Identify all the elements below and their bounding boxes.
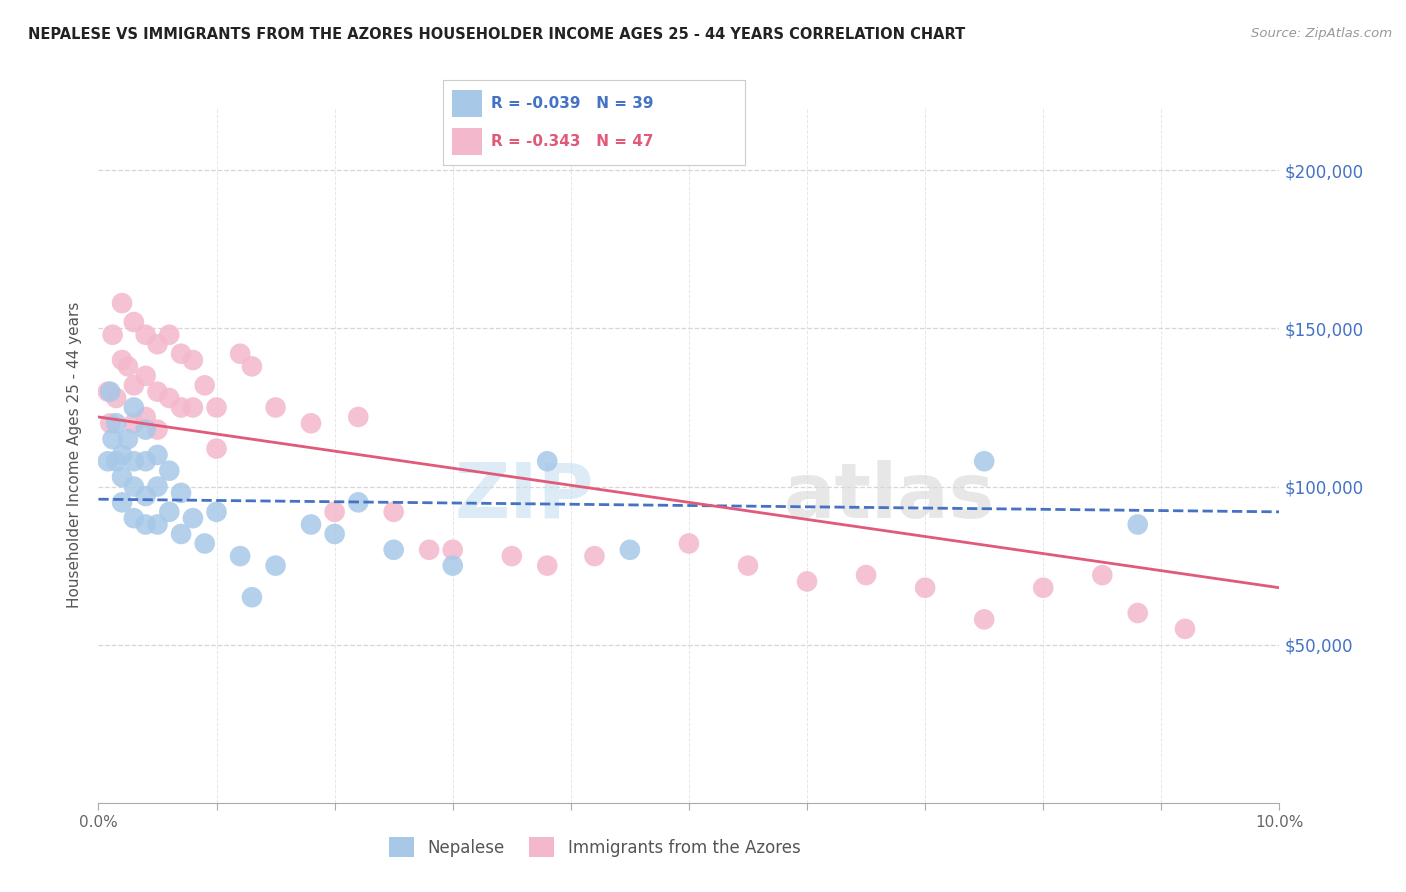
Point <box>157 505 180 519</box>
Point <box>135 489 157 503</box>
Point <box>229 549 252 563</box>
Point <box>105 454 128 468</box>
Point <box>146 337 169 351</box>
Point <box>122 315 145 329</box>
Text: R = -0.039   N = 39: R = -0.039 N = 39 <box>491 95 654 111</box>
Point <box>323 527 346 541</box>
Bar <box>451 89 482 117</box>
Point <box>441 558 464 573</box>
Point <box>157 327 180 342</box>
Point <box>170 527 193 541</box>
Point <box>347 409 370 424</box>
Bar <box>451 128 482 155</box>
Point <box>122 454 145 468</box>
Point <box>1091 568 1114 582</box>
Point <box>229 347 252 361</box>
Point <box>135 423 157 437</box>
Point <box>536 454 558 468</box>
Point <box>855 568 877 582</box>
Text: Source: ZipAtlas.com: Source: ZipAtlas.com <box>1251 27 1392 40</box>
Point <box>135 517 157 532</box>
Point <box>101 432 124 446</box>
Point <box>98 384 121 399</box>
Point <box>117 359 139 374</box>
Point <box>135 368 157 383</box>
Point <box>98 417 121 431</box>
Point <box>111 353 134 368</box>
Text: NEPALESE VS IMMIGRANTS FROM THE AZORES HOUSEHOLDER INCOME AGES 25 - 44 YEARS COR: NEPALESE VS IMMIGRANTS FROM THE AZORES H… <box>28 27 966 42</box>
Point <box>111 448 134 462</box>
Point <box>122 479 145 493</box>
Point <box>181 353 204 368</box>
Point <box>299 417 322 431</box>
Point <box>122 511 145 525</box>
Point <box>536 558 558 573</box>
Point <box>796 574 818 589</box>
Point <box>146 423 169 437</box>
Point <box>157 391 180 405</box>
Point <box>111 495 134 509</box>
Point <box>105 391 128 405</box>
Text: R = -0.343   N = 47: R = -0.343 N = 47 <box>491 134 654 149</box>
Point <box>194 536 217 550</box>
Point <box>382 505 405 519</box>
Point <box>157 464 180 478</box>
Legend: Nepalese, Immigrants from the Azores: Nepalese, Immigrants from the Azores <box>382 830 807 864</box>
Point <box>170 486 193 500</box>
Point <box>1126 606 1149 620</box>
Point <box>264 558 287 573</box>
Point <box>323 505 346 519</box>
Point <box>418 542 440 557</box>
Text: atlas: atlas <box>783 459 994 533</box>
Point <box>1126 517 1149 532</box>
Point <box>146 448 169 462</box>
Point <box>299 517 322 532</box>
Y-axis label: Householder Income Ages 25 - 44 years: Householder Income Ages 25 - 44 years <box>67 301 83 608</box>
Point <box>347 495 370 509</box>
Point <box>111 470 134 484</box>
Point <box>583 549 606 563</box>
Point <box>135 409 157 424</box>
Point <box>122 417 145 431</box>
Point <box>146 384 169 399</box>
Point <box>914 581 936 595</box>
Point <box>170 347 193 361</box>
Point <box>181 511 204 525</box>
Point <box>205 505 228 519</box>
Point <box>101 327 124 342</box>
Point <box>678 536 700 550</box>
Text: ZIP: ZIP <box>456 459 595 533</box>
Point <box>264 401 287 415</box>
Point <box>105 417 128 431</box>
Point <box>97 384 120 399</box>
Point <box>146 479 169 493</box>
Point <box>97 454 120 468</box>
Point <box>135 327 157 342</box>
Point <box>382 542 405 557</box>
Point <box>181 401 204 415</box>
Point <box>111 296 134 310</box>
Point <box>117 432 139 446</box>
Point <box>205 401 228 415</box>
Point <box>135 454 157 468</box>
Point <box>441 542 464 557</box>
Point <box>1032 581 1054 595</box>
Point <box>973 612 995 626</box>
Point <box>146 517 169 532</box>
Point <box>619 542 641 557</box>
Point <box>240 591 263 605</box>
Point <box>122 401 145 415</box>
Point <box>205 442 228 456</box>
Point <box>973 454 995 468</box>
Point <box>1174 622 1197 636</box>
Point <box>737 558 759 573</box>
Point <box>170 401 193 415</box>
Point <box>501 549 523 563</box>
Point <box>194 378 217 392</box>
Point <box>122 378 145 392</box>
Point <box>240 359 263 374</box>
